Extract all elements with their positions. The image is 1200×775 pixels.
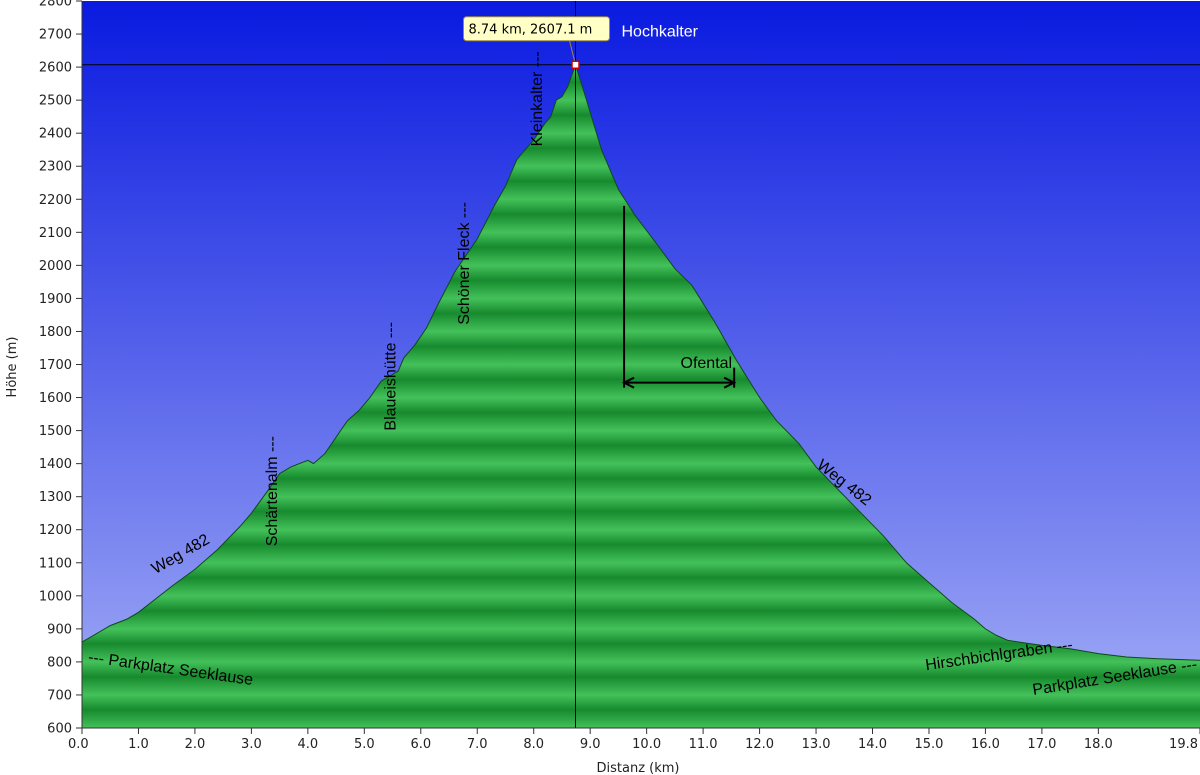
y-tick-label: 2500 — [39, 94, 72, 109]
y-tick-label: 1600 — [39, 391, 72, 406]
y-tick-label: 1800 — [39, 325, 72, 340]
x-tick-label: 4.0 — [298, 737, 319, 752]
x-axis-title: Distanz (km) — [597, 761, 680, 775]
y-tick-label: 2600 — [39, 61, 72, 76]
x-tick-label: 7.0 — [467, 737, 488, 752]
y-tick-label: 2200 — [39, 193, 72, 208]
tooltip-pointer — [569, 40, 575, 61]
x-tick-label: 16.0 — [971, 737, 1000, 752]
y-tick-label: 1200 — [39, 523, 72, 538]
x-tick-label: 9.0 — [580, 737, 601, 752]
y-tick-label: 1700 — [39, 358, 72, 373]
x-tick-label: 15.0 — [914, 737, 943, 752]
x-tick-label: 8.0 — [523, 737, 544, 752]
path-annotation: Schärtenalm --- — [264, 436, 281, 546]
y-tick-label: 900 — [47, 622, 72, 637]
y-tick-label: 1100 — [39, 556, 72, 571]
y-tick-label: 2000 — [39, 259, 72, 274]
elevation-line — [82, 63, 1200, 661]
y-tick-label: 1500 — [39, 424, 72, 439]
y-tick-label: 1300 — [39, 490, 72, 505]
y-tick-label: 600 — [47, 722, 72, 737]
x-tick-label: 6.0 — [410, 737, 431, 752]
y-tick-label: 1000 — [39, 589, 72, 604]
x-tick-label: 11.0 — [689, 737, 718, 752]
y-tick-label: 2100 — [39, 226, 72, 241]
y-tick-label: 2800 — [39, 0, 72, 10]
path-annotation: Schöner Fleck --- — [456, 202, 473, 325]
x-tick-label: 18.0 — [1084, 737, 1113, 752]
x-tick-label: 14.0 — [858, 737, 887, 752]
peak-marker[interactable] — [571, 60, 580, 69]
x-tick-label: 13.0 — [802, 737, 831, 752]
y-axis-title: Höhe (m) — [5, 337, 20, 398]
x-tick-label: 5.0 — [354, 737, 375, 752]
path-annotation: Kleinkalter --- — [529, 51, 546, 146]
ofental-arrow-head-right — [723, 376, 737, 389]
y-tick-label: 800 — [47, 655, 72, 670]
y-tick-label: 1900 — [39, 292, 72, 307]
path-annotation: Ofental — [681, 355, 733, 372]
x-tick-label: 10.0 — [632, 737, 661, 752]
y-tick-label: 1400 — [39, 457, 72, 472]
peak-name-label: Hochkalter — [622, 24, 699, 41]
tooltip-text: 8.74 km, 2607.1 m — [469, 23, 593, 38]
y-tick-label: 2700 — [39, 28, 72, 43]
path-annotation: Blaueishütte --- — [382, 322, 399, 431]
elevation-area — [82, 64, 1200, 728]
x-tick-label: 0.0 — [68, 737, 89, 752]
x-tick-label: 19.8 — [1169, 737, 1198, 752]
marker-tooltip — [463, 16, 611, 42]
ofental-arrow-head-left — [621, 376, 635, 389]
x-tick-label: 3.0 — [241, 737, 262, 752]
x-tick-label: 2.0 — [185, 737, 206, 752]
y-tick-label: 2300 — [39, 160, 72, 175]
y-tick-label: 2400 — [39, 127, 72, 142]
x-tick-label: 1.0 — [128, 737, 149, 752]
x-tick-label: 12.0 — [745, 737, 774, 752]
x-tick-label: 17.0 — [1027, 737, 1056, 752]
y-tick-label: 700 — [47, 688, 72, 703]
